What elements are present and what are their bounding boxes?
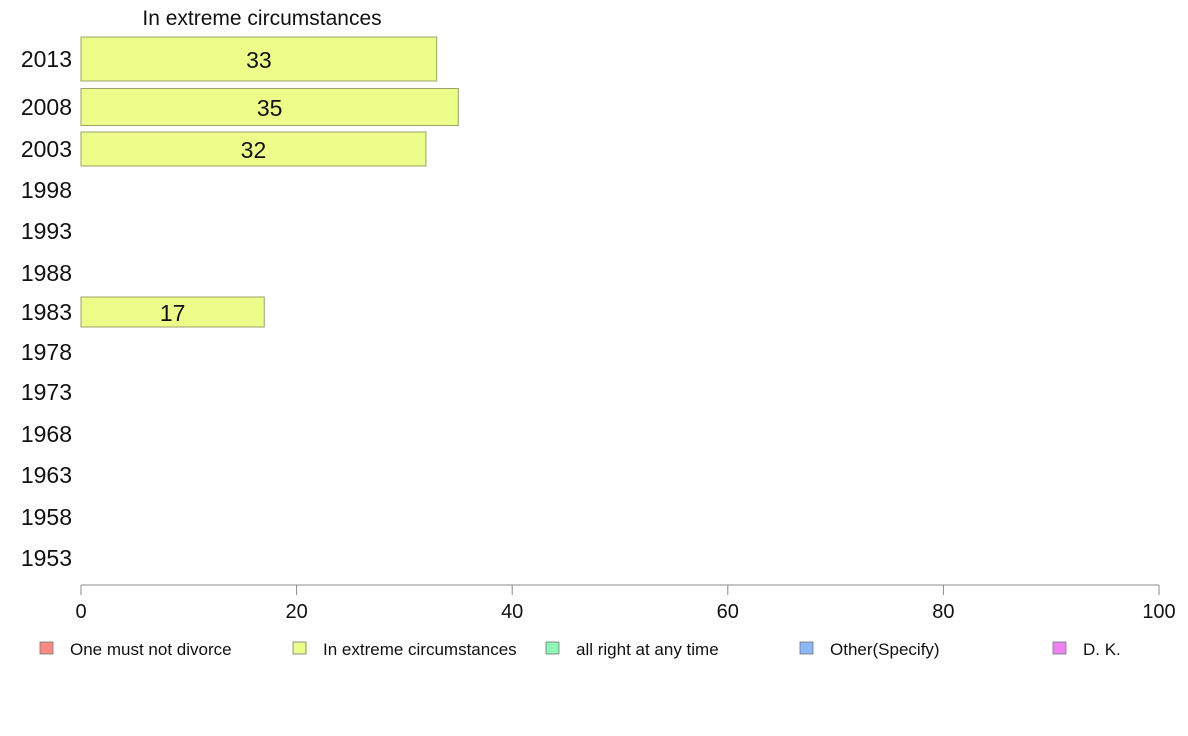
y-tick-label: 1978 — [21, 339, 72, 365]
y-tick-label: 1968 — [21, 421, 72, 447]
bar-value-label: 32 — [241, 137, 267, 163]
legend-swatch — [292, 641, 307, 655]
y-axis-labels: 2013 2008 2003 1998 1993 1988 1983 1978 1973 1968… — [21, 46, 72, 571]
x-tick-label: 80 — [932, 601, 954, 623]
legend-swatch — [545, 641, 560, 655]
x-tick-label: 60 — [717, 601, 739, 623]
legend-label: Other(Specify) — [830, 640, 940, 659]
x-tick-label: 100 — [1142, 601, 1175, 623]
y-tick-label: 2013 — [21, 46, 72, 72]
y-tick-label: 1963 — [21, 462, 72, 488]
y-tick-label: 1983 — [21, 299, 72, 325]
legend-swatch — [39, 641, 54, 655]
bars: 33 35 32 17 — [80, 36, 459, 328]
legend: One must not divorce In extreme circumsta… — [39, 640, 1121, 659]
legend-label: In extreme circumstances — [323, 640, 517, 659]
y-tick-label: 1993 — [21, 218, 72, 244]
legend-swatch — [799, 641, 814, 655]
bar — [80, 36, 438, 82]
y-tick-label: 1988 — [21, 260, 72, 286]
bar — [80, 296, 265, 328]
bar-value-label: 33 — [246, 47, 272, 73]
y-tick-label: 2003 — [21, 136, 72, 162]
chart-title: In extreme circumstances — [142, 7, 381, 30]
legend-swatch — [1052, 641, 1067, 655]
x-axis: 0 20 40 60 80 100 — [75, 584, 1176, 623]
x-tick-label: 20 — [285, 601, 307, 623]
x-tick-label: 40 — [501, 601, 523, 623]
legend-label: all right at any time — [576, 640, 719, 659]
y-tick-label: 1958 — [21, 504, 72, 530]
y-tick-label: 2008 — [21, 94, 72, 120]
legend-label: One must not divorce — [70, 640, 232, 659]
y-tick-label: 1998 — [21, 177, 72, 203]
legend-label: D. K. — [1083, 640, 1121, 659]
bar — [80, 131, 427, 167]
bar-value-label: 35 — [257, 95, 283, 121]
y-tick-label: 1953 — [21, 545, 72, 571]
bar — [80, 88, 459, 126]
bar-value-label: 17 — [160, 300, 186, 326]
x-tick-label: 0 — [75, 601, 86, 623]
y-tick-label: 1973 — [21, 379, 72, 405]
